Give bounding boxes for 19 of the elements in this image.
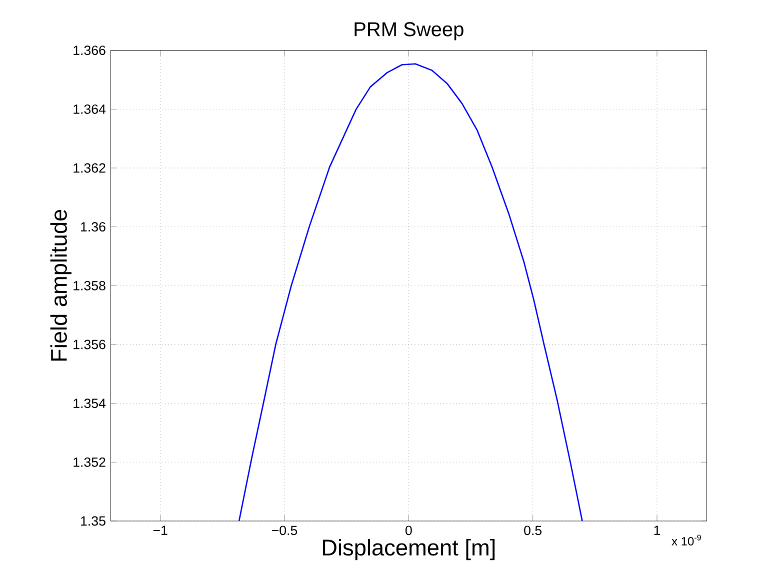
line-series (238, 63, 583, 521)
text: x 10$^{-9}$ (672, 534, 701, 546)
y-tick-label: 1.36 (81, 222, 106, 232)
x-tick-label: 1 (654, 526, 660, 535)
y-tick-label: 1.362 (74, 163, 106, 173)
y-tick-label: 1.354 (74, 398, 106, 408)
x-tick-label: −1 (153, 526, 168, 535)
x-tick-label: 0 (405, 526, 412, 536)
x-tick-label: 0.5 (524, 526, 542, 536)
y-tick-label: 1.356 (74, 340, 106, 350)
x-tick-label: −0.5 (272, 526, 298, 536)
y-axis-title: Field amplitude (50, 210, 72, 361)
y-tick-label: 1.358 (74, 280, 106, 290)
y-tick-label: 1.352 (74, 457, 106, 467)
chart-title: PRM Sweep (354, 22, 464, 40)
x-axis-title: Displacement [m] (322, 538, 495, 560)
y-tick-label: 1.364 (74, 104, 106, 114)
y-tick-label: 1.366 (74, 46, 106, 56)
y-tick-label: 1.35 (81, 516, 106, 526)
